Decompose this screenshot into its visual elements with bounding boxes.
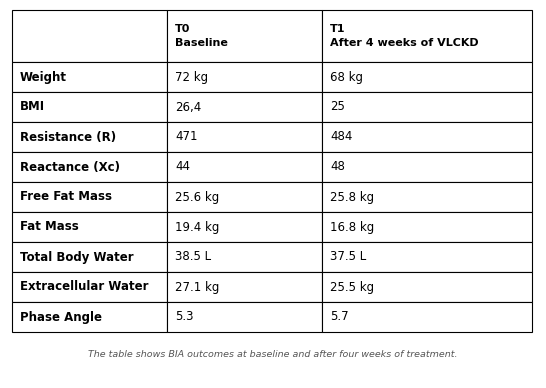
Bar [322,152,532,182]
Text: 25.5 kg: 25.5 kg [330,281,374,293]
Text: Resistance (R): Resistance (R) [20,130,116,144]
Text: 19.4 kg: 19.4 kg [175,220,219,234]
Bar [12,212,167,242]
Text: T0
Baseline: T0 Baseline [175,24,228,48]
Bar [12,182,167,212]
Text: The table shows BIA outcomes at baseline and after four weeks of treatment.: The table shows BIA outcomes at baseline… [88,350,458,359]
Bar [12,302,167,332]
Bar [322,62,532,92]
Text: Weight: Weight [20,71,67,83]
Bar [167,272,322,302]
Text: 16.8 kg: 16.8 kg [330,220,374,234]
Bar [167,302,322,332]
Text: Reactance (Xc): Reactance (Xc) [20,161,120,173]
Text: 484: 484 [330,130,352,144]
Text: 44: 44 [175,161,190,173]
Bar [167,92,322,122]
Text: 25: 25 [330,100,345,114]
Bar [12,92,167,122]
Text: 471: 471 [175,130,198,144]
Bar [12,272,167,302]
Text: 5.3: 5.3 [175,310,193,324]
Bar [167,242,322,272]
Bar [12,62,167,92]
Bar [167,182,322,212]
Bar [167,212,322,242]
Bar [12,10,167,62]
Bar [322,302,532,332]
Text: 25.8 kg: 25.8 kg [330,191,374,203]
Text: 25.6 kg: 25.6 kg [175,191,219,203]
Bar [167,152,322,182]
Text: 48: 48 [330,161,345,173]
Text: 27.1 kg: 27.1 kg [175,281,219,293]
Bar [322,10,532,62]
Text: BMI: BMI [20,100,45,114]
Text: Extracellular Water: Extracellular Water [20,281,149,293]
Text: 5.7: 5.7 [330,310,349,324]
Text: 38.5 L: 38.5 L [175,251,211,263]
Text: Free Fat Mass: Free Fat Mass [20,191,112,203]
Text: T1
After 4 weeks of VLCKD: T1 After 4 weeks of VLCKD [330,24,479,48]
Bar [167,62,322,92]
Text: Phase Angle: Phase Angle [20,310,102,324]
Text: 72 kg: 72 kg [175,71,208,83]
Bar [322,212,532,242]
Text: Fat Mass: Fat Mass [20,220,79,234]
Bar [12,152,167,182]
Text: Total Body Water: Total Body Water [20,251,134,263]
Bar [167,10,322,62]
Bar [12,242,167,272]
Bar [322,122,532,152]
Bar [322,272,532,302]
Bar [322,182,532,212]
Text: 37.5 L: 37.5 L [330,251,366,263]
Bar [12,122,167,152]
Text: 68 kg: 68 kg [330,71,363,83]
Text: 26,4: 26,4 [175,100,201,114]
Bar [322,242,532,272]
Bar [322,92,532,122]
Bar [167,122,322,152]
